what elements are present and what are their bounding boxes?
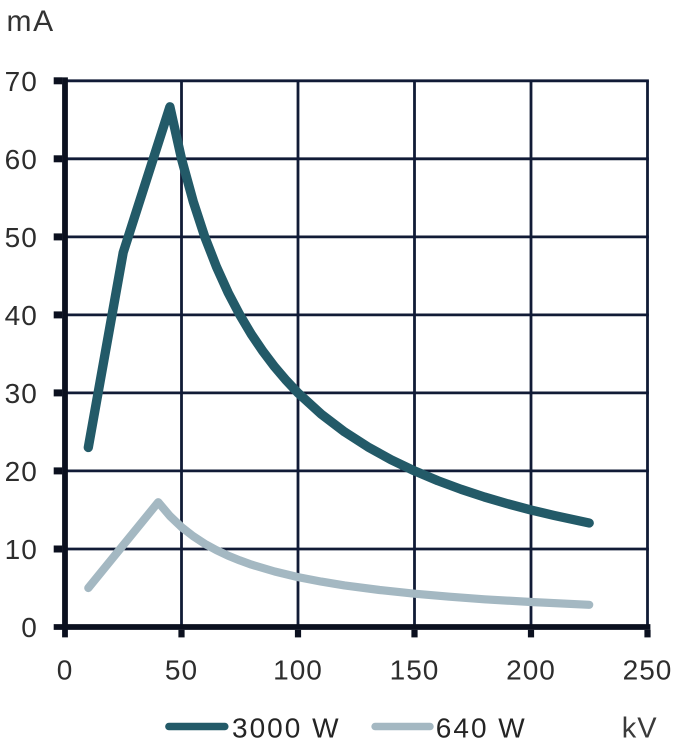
svg-text:640 W: 640 W bbox=[436, 713, 527, 744]
svg-text:100: 100 bbox=[273, 654, 323, 685]
svg-text:200: 200 bbox=[506, 654, 556, 685]
svg-text:0: 0 bbox=[57, 654, 74, 685]
svg-text:250: 250 bbox=[623, 654, 673, 685]
svg-text:3000 W: 3000 W bbox=[232, 713, 341, 744]
svg-text:30: 30 bbox=[5, 378, 38, 409]
svg-text:50: 50 bbox=[165, 654, 198, 685]
svg-text:kV: kV bbox=[622, 713, 658, 745]
svg-text:mA: mA bbox=[7, 5, 55, 38]
svg-text:20: 20 bbox=[5, 456, 38, 487]
svg-text:40: 40 bbox=[5, 300, 38, 331]
svg-text:70: 70 bbox=[5, 66, 38, 97]
svg-text:150: 150 bbox=[390, 654, 440, 685]
svg-text:50: 50 bbox=[5, 222, 38, 253]
svg-text:10: 10 bbox=[5, 534, 38, 565]
svg-text:0: 0 bbox=[21, 612, 38, 643]
svg-text:60: 60 bbox=[5, 144, 38, 175]
